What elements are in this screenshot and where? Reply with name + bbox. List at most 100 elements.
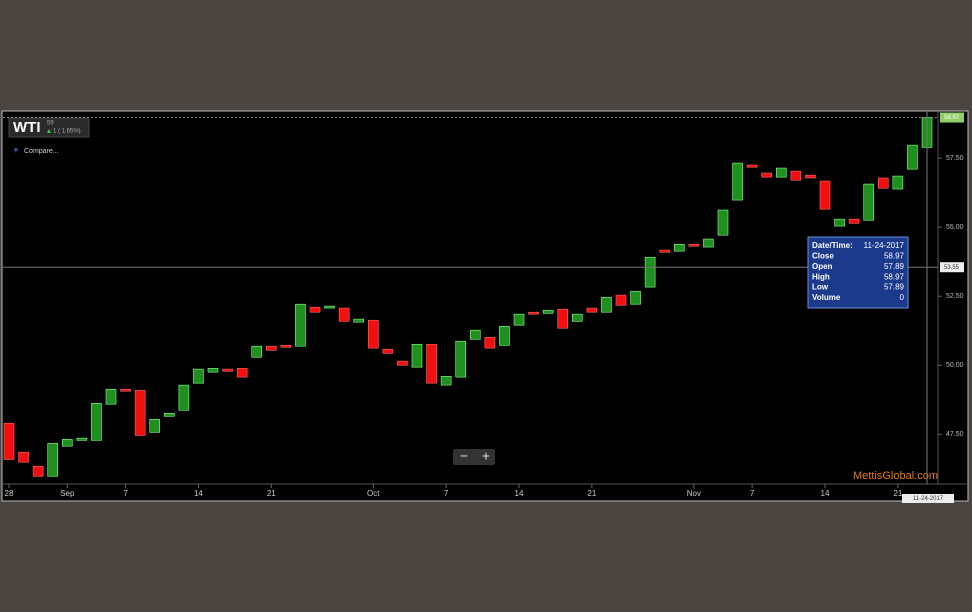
change: 1 ( 1.65%) [53,129,81,135]
last: 59 [47,121,54,127]
candle-body [309,306,321,313]
tooltip-value: 58.97 [884,272,905,281]
candle-body [644,256,656,288]
candle-body [790,170,802,181]
crosshair-date-tag [902,494,954,503]
candle-body [18,451,29,463]
candle-body [207,367,219,373]
plot [3,117,942,488]
candle-body [193,368,204,384]
candle-body [907,144,918,170]
x-tick-label: 14 [821,489,830,498]
candle-body [367,319,379,349]
x-tick-label: 7 [123,489,128,498]
candle-body [163,413,175,417]
last-price-label: 58.97 [944,115,960,121]
candle-body [659,249,671,253]
candle-body [819,180,831,210]
candle-body [469,329,481,340]
candle-body [324,305,335,309]
candle-body [484,337,496,349]
candle-body [265,345,277,351]
x-tick-label: 28 [5,489,14,498]
candle-body [353,318,365,323]
candle-body [761,172,773,178]
candle-body [848,218,860,224]
candle-body [411,343,423,368]
candle-body [120,388,131,392]
tooltip-key: Open [812,262,833,271]
candle-body [280,345,292,348]
candle-body [615,294,627,306]
x-tick-label: Nov [687,489,701,498]
zoom-bar [453,449,495,465]
y-tick-label: 47.50 [946,431,964,438]
candle-body [91,403,102,441]
candle-body [338,307,350,322]
candle-body [397,360,408,366]
x-tick-label: 21 [267,489,276,498]
candle-body [3,422,15,460]
x-tick-label: 14 [515,489,524,498]
tooltip-value: 0 [900,293,905,302]
candle-body [630,290,641,305]
zoom-in[interactable]: + [482,448,490,464]
y-tick-label: 55.00 [946,224,964,231]
candle-body [47,443,59,477]
x-tick-label: 21 [587,489,596,498]
x-tick-label: 7 [750,489,755,498]
y-tick-label: 50.00 [946,362,964,369]
candle-body [61,438,73,447]
candle-body [863,183,875,221]
candle-body [105,388,117,405]
candle-body [703,238,714,248]
candle-body [542,309,554,314]
symbol: WTI [13,119,41,136]
plus-icon[interactable]: + [13,146,19,157]
candle-body [178,384,190,411]
candle-body [32,466,44,477]
candle-body [571,313,583,322]
candle-body [499,326,510,346]
candle-body [426,343,437,384]
tooltip-value: 58.97 [884,252,905,261]
crosshair-date: 11-24-2017 [913,496,944,502]
candle-body [236,367,248,378]
candle-body [717,209,729,236]
candle-body [149,419,161,433]
candle-body [513,313,525,326]
candle-body [76,437,88,441]
x-tick-label: Oct [367,489,380,498]
x-tick-label: 21 [893,489,902,498]
candle-body [295,303,306,347]
candle-body [586,307,598,313]
candle-body [746,164,758,168]
tooltip-key: Date/Time: [812,241,853,250]
candle-body [251,345,263,358]
last-price-tag [940,112,964,123]
x-tick-label: 14 [194,489,203,498]
candle-body [805,174,816,179]
candle-body [222,368,233,372]
candle-body [877,177,889,189]
up-arrow [47,129,51,133]
y-tick-label: 57.50 [946,155,964,162]
tooltip-key: High [812,272,830,281]
crosshair-label: 53.55 [944,265,960,271]
candle-body [455,340,467,378]
candle-body [528,311,539,315]
tooltip-value: 11-24-2017 [864,241,905,250]
candle-body [834,218,845,227]
tooltip-value: 57.89 [884,283,905,292]
compare[interactable]: Compare... [24,148,59,155]
zoom-out[interactable]: − [460,448,468,464]
x-tick-label: 7 [444,489,449,498]
candle-body [134,390,146,436]
candle-body [557,308,569,329]
y-tick-label: 52.50 [946,293,964,300]
candle-body [673,243,685,252]
candle-body [601,297,612,313]
candle-body [440,375,452,386]
